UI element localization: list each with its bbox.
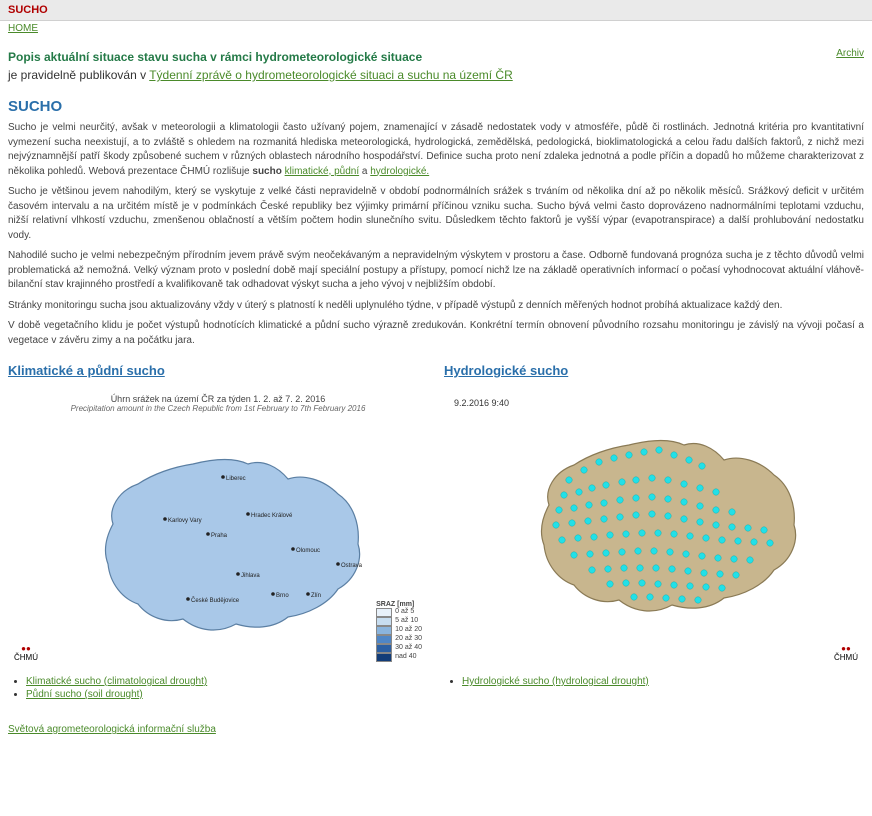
svg-text:Ostrava: Ostrava [341,563,363,569]
sublink[interactable]: Hydrologické sucho (hydrological drought… [462,676,649,687]
precip-map-subtitle: Precipitation amount in the Czech Republ… [8,404,428,413]
hydro-map: 9.2.2016 9:40 ●●ČHMÚ [444,388,864,668]
archiv-link[interactable]: Archiv [836,48,864,59]
link-klimaticke-pudni[interactable]: klimatické, půdní [285,166,359,177]
precip-map-svg: Liberec Karlovy Vary Hradec Králové Praha Ol… [38,419,398,639]
footer: Světová agrometeorologická informační sl… [0,718,872,741]
home-link[interactable]: HOME [8,23,38,34]
col-hydrologicke: Hydrologické sucho 9.2.2016 9:40 ●●ČHMÚ … [444,358,864,706]
links-left: Klimatické sucho (climatological drought… [8,676,428,700]
svg-text:Jihlava: Jihlava [241,573,260,579]
para-3: Nahodilé sucho je velmi nebezpečným přír… [8,249,864,293]
hydro-map-timestamp: 9.2.2016 9:40 [454,398,509,408]
sublink[interactable]: Klimatické sucho (climatological drought… [26,676,207,687]
link-hydrologicke[interactable]: hydrologické. [370,166,429,177]
topbar: SUCHO [0,0,872,21]
col-klimaticke: Klimatické a půdní sucho Úhrn srážek na … [8,358,428,706]
page-heading: SUCHO [8,98,864,115]
heading-klimaticke-link[interactable]: Klimatické a půdní sucho [8,363,165,378]
list-item: Klimatické sucho (climatological drought… [26,676,428,687]
chmu-logo: ●●ČHMÚ [834,644,858,662]
intro-weekly-report-link[interactable]: Týdenní zprávě o hydrometeorologické sit… [149,68,513,82]
sublink[interactable]: Půdní sucho (soil drought) [26,689,143,700]
footer-link[interactable]: Světová agrometeorologická informační sl… [8,724,216,735]
list-item: Půdní sucho (soil drought) [26,689,428,700]
chmu-logo: ●●ČHMÚ [14,644,38,662]
para-4: Stránky monitoringu sucha jsou aktualizo… [8,299,864,314]
site-title: SUCHO [8,4,864,16]
precip-map: Úhrn srážek na území ČR za týden 1. 2. a… [8,388,428,668]
svg-text:Hradec Králové: Hradec Králové [251,513,293,519]
links-right: Hydrologické sucho (hydrological drought… [444,676,864,687]
intro-line1: Popis aktuální situace stavu sucha v rám… [8,50,422,64]
hydro-map-svg [474,400,834,635]
precip-legend: SRAZ [mm]0 až 55 až 1010 až 2020 až 3030… [376,601,422,662]
svg-text:Liberec: Liberec [226,476,246,482]
svg-text:Olomouc: Olomouc [296,548,320,554]
para-2: Sucho je většinou jevem nahodilým, který… [8,185,864,243]
list-item: Hydrologické sucho (hydrological drought… [462,676,864,687]
svg-text:Praha: Praha [211,533,228,539]
para-1: Sucho je velmi neurčitý, avšak v meteoro… [8,121,864,179]
para-5: V době vegetačního klidu je počet výstup… [8,319,864,348]
heading-hydrologicke-link[interactable]: Hydrologické sucho [444,363,568,378]
intro-block: Popis aktuální situace stavu sucha v rám… [8,48,864,84]
svg-text:České Budějovice: České Budějovice [191,597,240,604]
intro-line2-prefix: je pravidelně publikován v [8,68,149,82]
svg-text:Karlovy Vary: Karlovy Vary [168,518,202,524]
breadcrumb: HOME [0,21,872,36]
svg-text:Brno: Brno [276,593,289,599]
precip-map-title: Úhrn srážek na území ČR za týden 1. 2. a… [8,394,428,404]
svg-text:Zlín: Zlín [311,593,321,599]
